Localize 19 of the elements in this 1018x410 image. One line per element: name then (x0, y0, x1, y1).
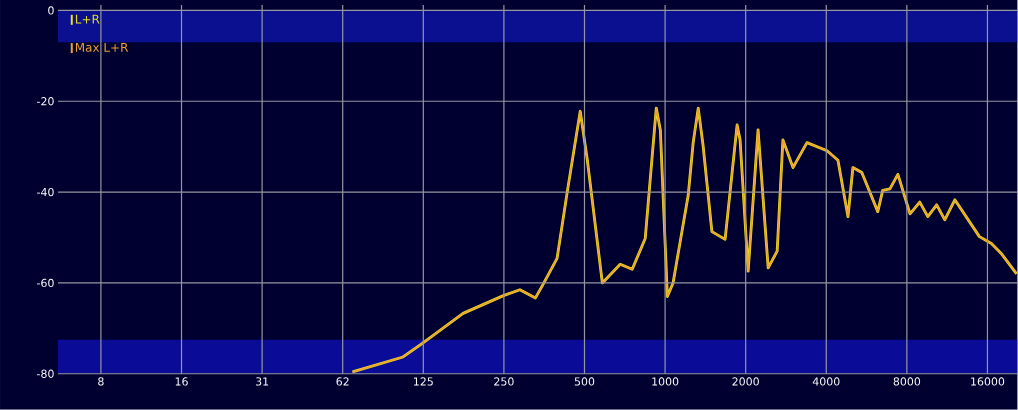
x-tick-label: 8 (98, 377, 104, 386)
x-tick-label: 16 (175, 377, 188, 386)
legend-label: L+R (75, 14, 100, 24)
y-tick-label: -60 (37, 278, 54, 288)
y-tick-label: -80 (37, 369, 54, 379)
x-tick-label: 31 (255, 377, 269, 386)
x-tick-label: 125 (414, 377, 433, 386)
x-tick-label: 16000 (971, 377, 1005, 386)
x-tick-label: 1000 (652, 377, 679, 386)
x-tick-label: 4000 (812, 377, 840, 386)
y-tick-label: -40 (37, 188, 54, 197)
legend-label: Max L+R (75, 43, 129, 52)
y-tick-label: 0 (48, 6, 54, 15)
x-tick-label: 8000 (893, 377, 921, 386)
x-tick-label: 62 (336, 377, 349, 386)
y-tick-label: -20 (37, 97, 54, 106)
x-tick-label: 250 (494, 377, 514, 386)
x-tick-label: 500 (574, 377, 595, 386)
x-tick-label: 2000 (732, 377, 759, 386)
